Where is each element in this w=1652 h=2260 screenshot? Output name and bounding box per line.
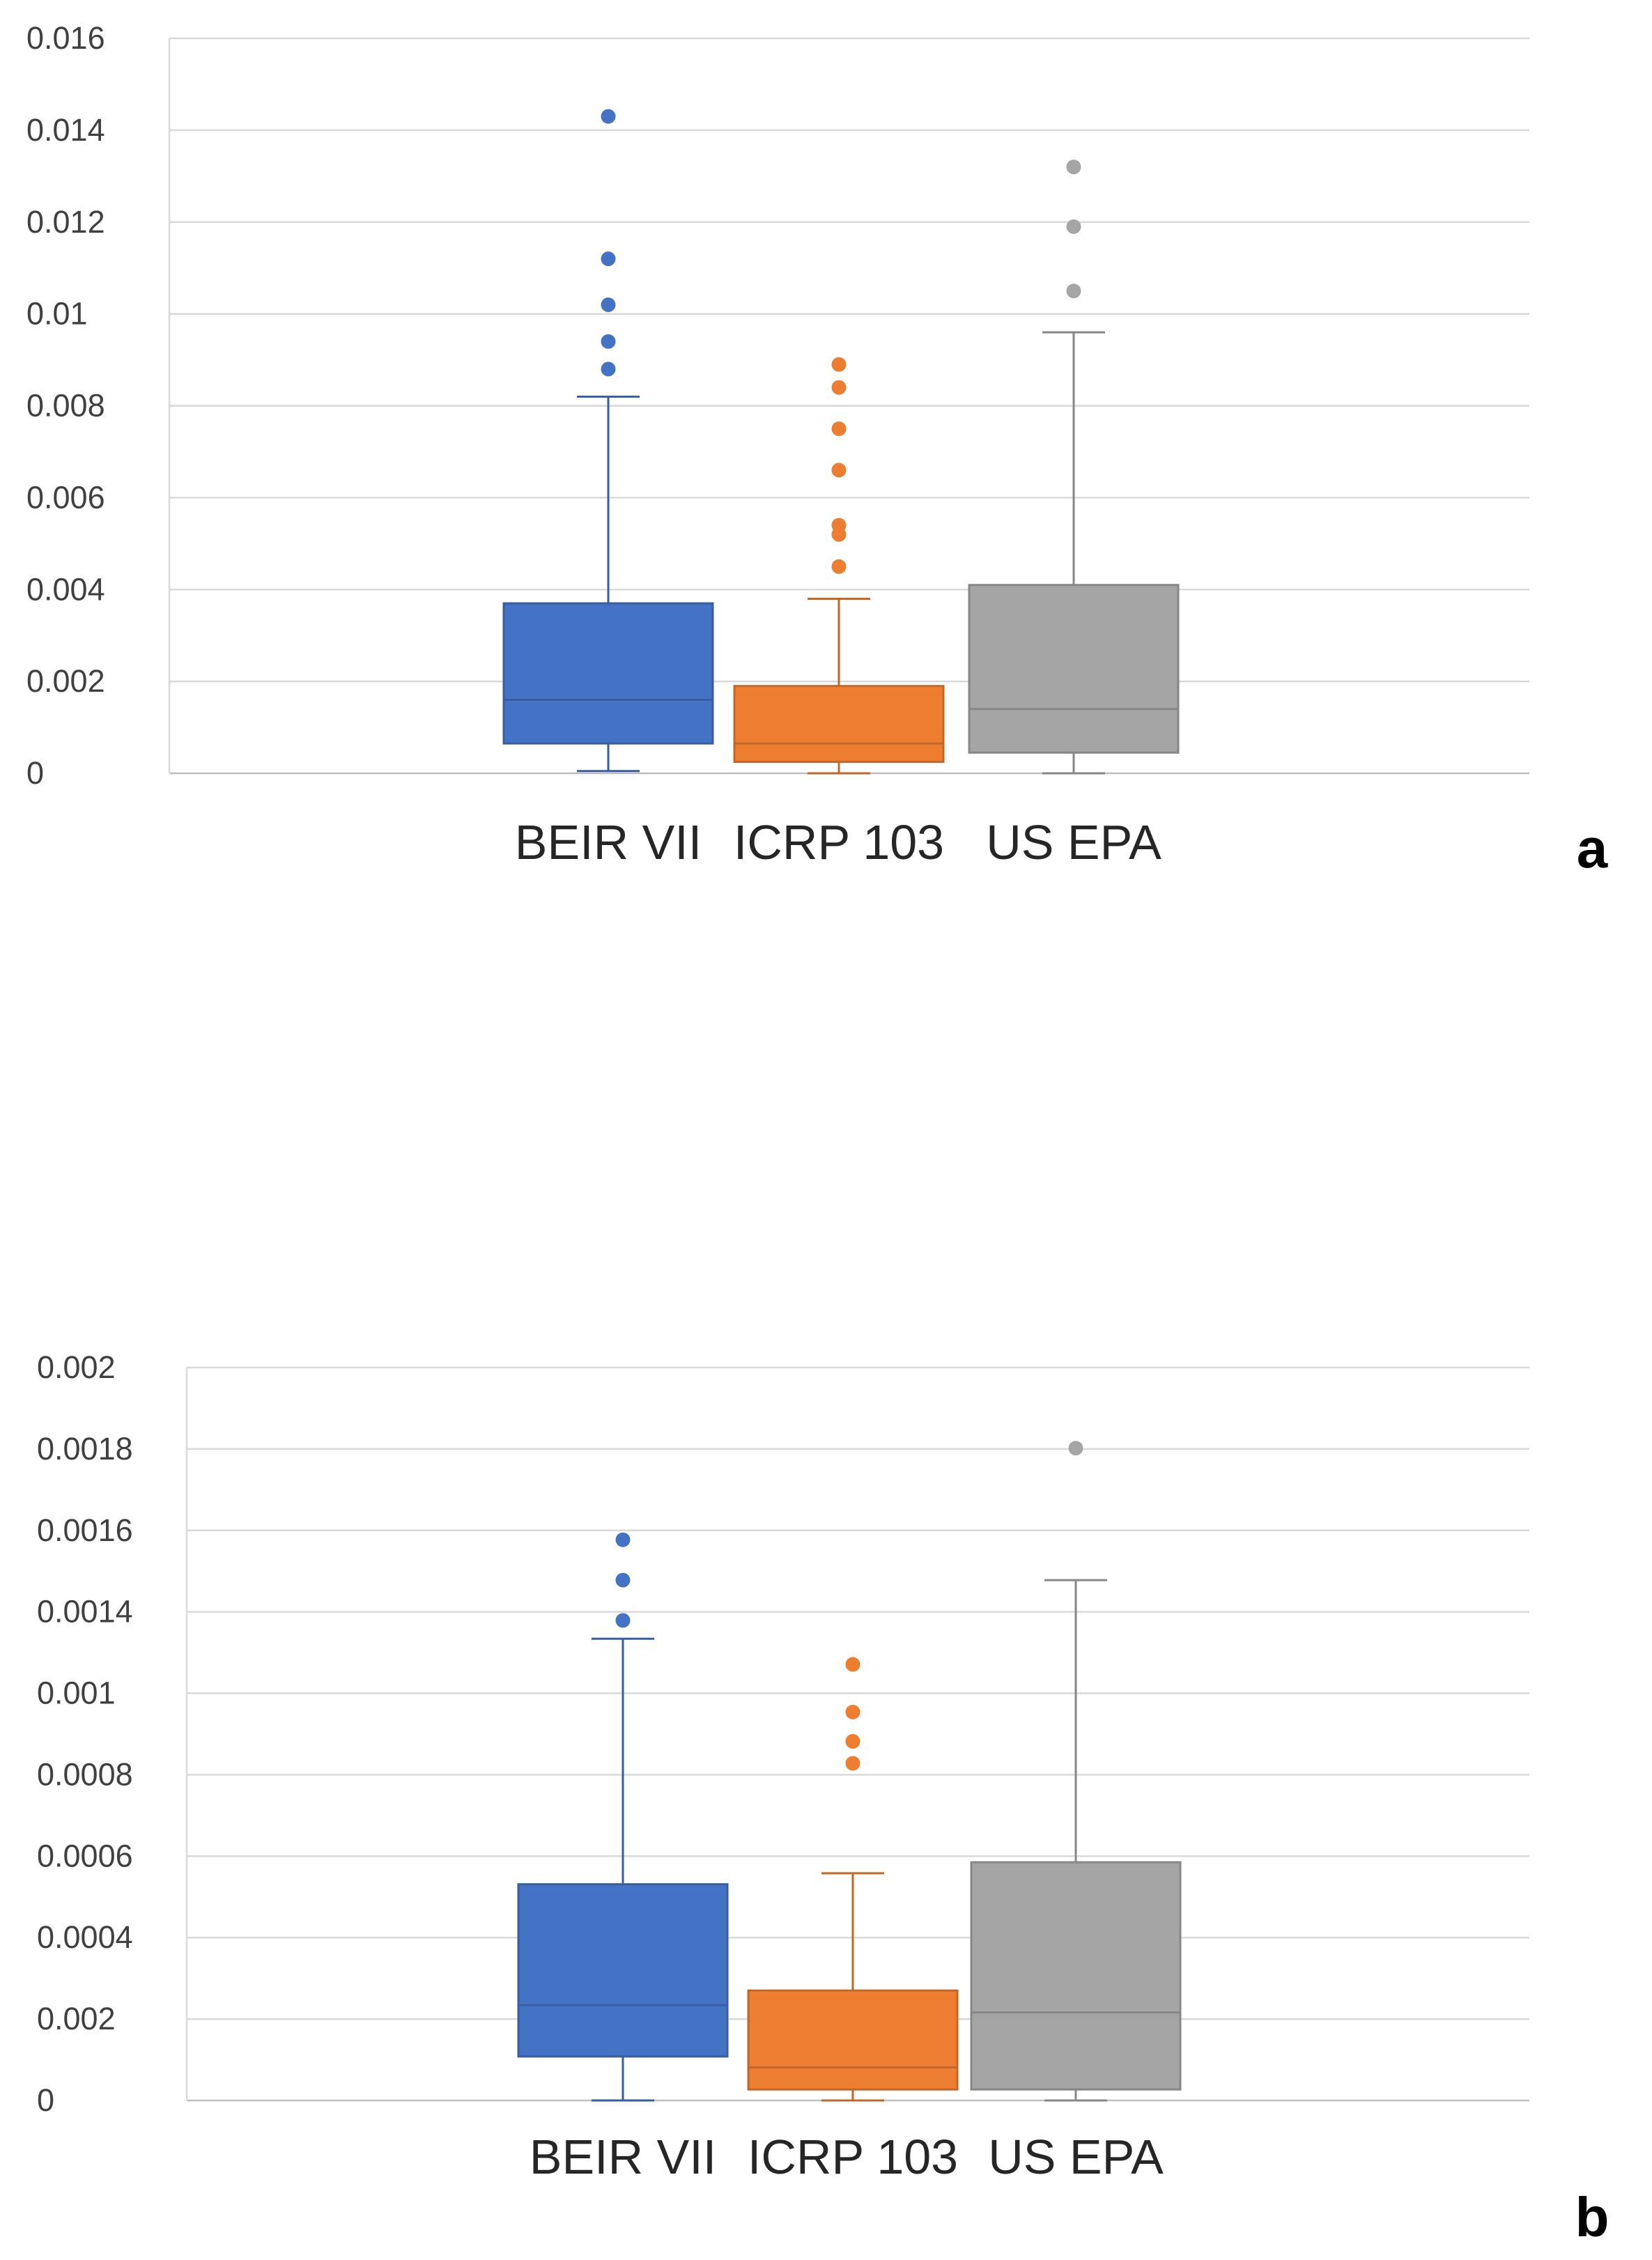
outlier-point bbox=[1066, 160, 1081, 175]
outlier-point bbox=[601, 334, 616, 349]
category-label: US EPA bbox=[986, 815, 1161, 869]
outlier-point bbox=[845, 1704, 860, 1719]
outlier-point bbox=[601, 109, 616, 124]
box-beir-vii bbox=[502, 109, 714, 773]
y-tick-label: 0 bbox=[26, 755, 44, 791]
y-tick-label: 0.002 bbox=[26, 663, 105, 699]
panel-label: b bbox=[1575, 2186, 1609, 2248]
outlier-point bbox=[831, 559, 847, 574]
outlier-point bbox=[615, 1613, 631, 1628]
y-tick-label: 0.014 bbox=[26, 112, 105, 148]
outlier-point bbox=[1066, 219, 1081, 234]
outlier-point bbox=[1068, 1441, 1083, 1456]
panel-label: a bbox=[1577, 817, 1608, 879]
outlier-point bbox=[845, 1756, 860, 1771]
chart-b: 0 0.002 0.0004 0.0006 0.0008 0.001 0.0014 0.001… bbox=[37, 1349, 1609, 2248]
y-tick-label: 0.0004 bbox=[37, 1919, 133, 1955]
y-tick-label: 0.0016 bbox=[37, 1512, 133, 1548]
y-tick-label: 0.002 bbox=[37, 1349, 116, 1385]
y-tick-label: 0.012 bbox=[26, 204, 105, 240]
outlier-point bbox=[601, 251, 616, 266]
y-tick-label: 0.008 bbox=[26, 388, 105, 424]
chart-a: 0 0.002 0.004 0.006 0.008 0.01 0.012 0.014 0.016… bbox=[26, 20, 1608, 879]
outlier-point bbox=[831, 380, 847, 395]
iqr-box bbox=[517, 1883, 729, 2058]
y-tick-label: 0.0018 bbox=[37, 1431, 133, 1466]
box-us-epa bbox=[968, 160, 1180, 775]
category-label: US EPA bbox=[988, 2130, 1164, 2184]
category-label: ICRP 103 bbox=[734, 815, 944, 869]
outlier-point bbox=[615, 1572, 631, 1588]
outlier-point bbox=[845, 1657, 860, 1672]
outlier-point bbox=[831, 421, 847, 436]
outlier-point bbox=[831, 357, 847, 372]
outlier-point bbox=[1066, 284, 1081, 299]
iqr-box bbox=[968, 584, 1180, 754]
category-label: BEIR VII bbox=[515, 815, 702, 869]
box-beir-vii bbox=[517, 1532, 729, 2102]
box-us-epa bbox=[970, 1441, 1182, 2102]
box-icrp-103 bbox=[747, 1657, 959, 2102]
iqr-box bbox=[733, 685, 945, 764]
y-tick-label: 0.01 bbox=[26, 296, 88, 332]
y-tick-label: 0.001 bbox=[37, 1675, 116, 1711]
iqr-box bbox=[502, 602, 714, 745]
box-icrp-103 bbox=[733, 357, 945, 775]
outlier-point bbox=[615, 1532, 631, 1547]
y-tick-label: 0.0006 bbox=[37, 1838, 133, 1873]
y-tick-label: 0 bbox=[37, 2082, 54, 2118]
iqr-box bbox=[970, 1861, 1182, 2091]
y-tick-label: 0.0014 bbox=[37, 1594, 133, 1630]
y-tick-label: 0.004 bbox=[26, 571, 105, 607]
outlier-point bbox=[831, 463, 847, 478]
category-label: ICRP 103 bbox=[748, 2130, 958, 2184]
iqr-box bbox=[747, 1989, 959, 2091]
outlier-point bbox=[601, 362, 616, 377]
y-tick-label: 0.016 bbox=[26, 20, 105, 56]
y-tick-label: 0.0008 bbox=[37, 1756, 133, 1792]
y-tick-label: 0.006 bbox=[26, 479, 105, 515]
outlier-point bbox=[831, 518, 847, 533]
outlier-point bbox=[601, 297, 616, 312]
category-label: BEIR VII bbox=[530, 2130, 716, 2184]
outlier-point bbox=[845, 1734, 860, 1749]
y-tick-label: 0.002 bbox=[37, 2001, 116, 2036]
